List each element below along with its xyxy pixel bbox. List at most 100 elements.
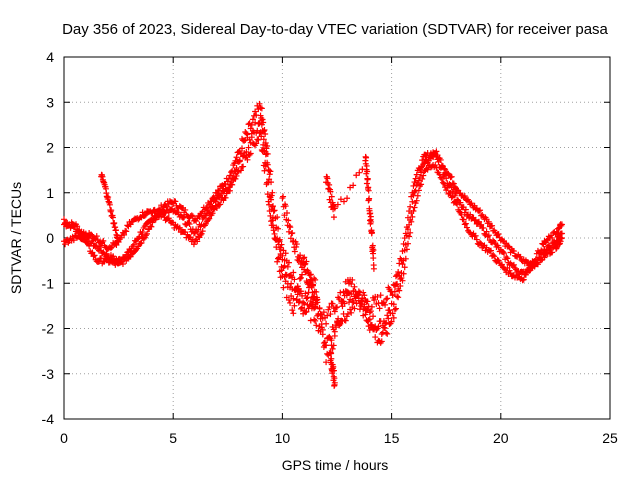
data-point-track-a (396, 260, 403, 267)
y-tick-label: 2 (46, 140, 54, 156)
data-point-track-b (186, 221, 193, 228)
data-point-track-c (372, 334, 379, 341)
data-point-track-c (175, 225, 182, 232)
data-point-track-c (291, 302, 298, 309)
data-point-track-c (315, 310, 322, 317)
data-point-isolated-arcs (311, 288, 318, 295)
data-point-track-c (284, 284, 291, 291)
data-point-track-c (408, 218, 415, 225)
data-point-track-a (383, 296, 390, 303)
data-point-track-a (256, 100, 263, 107)
data-point-track-c (532, 256, 539, 263)
data-point-track-c (317, 315, 324, 322)
data-point-isolated-arcs (108, 207, 115, 214)
data-point-track-c (229, 181, 236, 188)
data-point-track-c (256, 130, 263, 137)
data-point-track-c (406, 233, 413, 240)
y-tick-label: -2 (42, 321, 55, 337)
y-tick-label: 0 (46, 230, 54, 246)
data-point-track-c (287, 299, 294, 306)
data-point-track-b (148, 223, 155, 230)
data-point-track-c (273, 244, 280, 251)
data-point-track-c (549, 235, 556, 242)
data-point-track-c (367, 322, 374, 329)
data-point-track-c (316, 305, 323, 312)
data-point-track-b (288, 280, 295, 287)
data-point-track-a (269, 189, 276, 196)
data-point-track-c (217, 201, 224, 208)
data-point-track-c (149, 210, 156, 217)
data-point-isolated-arcs (370, 247, 377, 254)
data-point-track-b (483, 228, 490, 235)
data-point-track-a (360, 289, 367, 296)
data-point-track-b (411, 188, 418, 195)
data-point-track-c (222, 194, 229, 201)
data-point-track-c (418, 181, 425, 188)
data-point-isolated-arcs (282, 203, 289, 210)
data-point-track-c (100, 237, 107, 244)
data-point-track-c (400, 270, 407, 277)
data-point-track-b (350, 299, 357, 306)
data-point-track-a (284, 263, 291, 270)
data-point-track-a (259, 116, 266, 123)
data-point-track-b (181, 214, 188, 221)
data-point-track-c (495, 257, 502, 264)
data-point-track-a (124, 249, 131, 256)
data-point-track-a (303, 295, 310, 302)
data-point-track-c (352, 295, 359, 302)
data-point-track-c (244, 156, 251, 163)
data-point-track-a (517, 253, 524, 260)
data-point-track-a (139, 229, 146, 236)
data-point-track-a (320, 309, 327, 316)
data-point-track-a (93, 243, 100, 250)
data-point-track-a (188, 212, 195, 219)
data-point-track-a (282, 250, 289, 257)
data-point-track-a (541, 254, 548, 261)
data-point-track-c (403, 246, 410, 253)
data-point-track-c (93, 233, 100, 240)
data-point-track-a (334, 304, 340, 311)
data-point-track-b (260, 136, 267, 143)
data-point-track-c (453, 199, 460, 206)
data-point-track-c (264, 179, 271, 186)
data-point-track-b (548, 245, 555, 252)
data-point-track-c (543, 237, 550, 244)
data-point-track-c (472, 232, 479, 239)
data-point-track-c (522, 271, 529, 278)
data-point-track-c (258, 133, 265, 140)
data-point-isolated-arcs (334, 201, 341, 208)
data-point-track-c (463, 224, 470, 231)
data-point-track-c (262, 159, 269, 166)
data-point-track-c (236, 158, 243, 165)
data-point-track-a (327, 311, 334, 318)
data-point-isolated-arcs (344, 195, 351, 202)
data-point-track-c (413, 197, 420, 204)
data-point-track-c (441, 180, 448, 187)
data-point-isolated-arcs (366, 195, 373, 202)
data-point-track-c (141, 212, 148, 219)
data-point-track-b (386, 307, 393, 314)
data-point-track-c (423, 165, 430, 172)
x-axis-label: GPS time / hours (282, 457, 389, 473)
data-point-track-a (407, 203, 414, 210)
data-point-track-a (302, 290, 309, 297)
data-point-isolated-arcs (328, 350, 335, 357)
data-point-track-a (243, 130, 250, 137)
data-point-track-c (378, 338, 385, 345)
data-point-track-c (487, 247, 494, 254)
data-point-track-c (205, 216, 212, 223)
data-point-isolated-arcs (287, 235, 294, 242)
data-point-track-b (312, 317, 319, 324)
data-point-track-a (374, 293, 381, 300)
data-point-track-a (258, 105, 265, 112)
data-point-track-b (418, 169, 425, 176)
data-point-isolated-arcs (283, 209, 290, 216)
data-point-track-b (415, 177, 422, 184)
data-point-track-c (396, 287, 403, 294)
data-point-track-c (480, 243, 487, 250)
data-point-track-c (401, 264, 408, 271)
data-point-track-a (130, 241, 137, 248)
data-point-track-a (442, 166, 449, 173)
data-point-track-b (296, 298, 303, 305)
